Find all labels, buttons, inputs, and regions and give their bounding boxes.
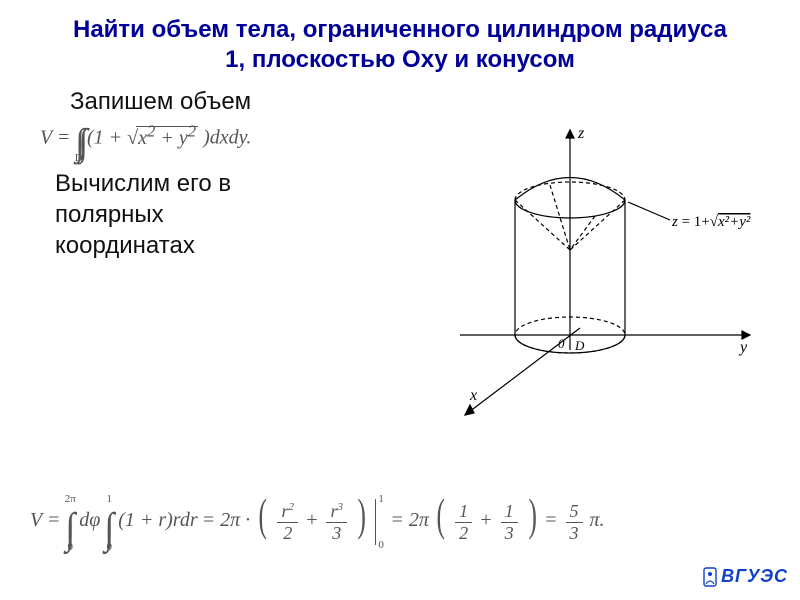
surface-label: z = 1+√x²+y²: [671, 214, 751, 230]
var-V: V: [30, 509, 42, 531]
lower: 0: [68, 541, 74, 553]
lower: 0: [107, 541, 113, 553]
pi: π.: [590, 509, 605, 531]
eval-bar-icon: 10: [375, 499, 376, 545]
frac-r2-2: r22: [277, 501, 298, 544]
frac-5-3: 53: [566, 501, 583, 544]
eq4: =: [544, 509, 563, 531]
logo-text: ВГУЭС: [721, 566, 788, 586]
eq: =: [52, 127, 76, 149]
integral-r-icon: 1∫0: [104, 501, 114, 543]
subtitle: Запишем объем: [0, 88, 800, 116]
region-D: D: [75, 152, 83, 164]
num: 1: [455, 501, 472, 523]
eq3: = 2π: [390, 509, 429, 531]
logo-icon: [701, 566, 719, 588]
origin-label: 0: [558, 336, 565, 351]
x-axis-label: x: [469, 387, 477, 404]
upper: 1: [378, 493, 384, 505]
y: y: [179, 127, 188, 149]
z-axis-label: z: [577, 125, 585, 142]
frac-1-3: 13: [501, 501, 518, 544]
lower: 0: [378, 539, 384, 551]
den: 3: [566, 523, 583, 544]
den: 3: [326, 523, 347, 544]
num: 1: [501, 501, 518, 523]
rparen2-icon: ): [528, 488, 536, 541]
region-label: D: [574, 338, 585, 353]
sq: 2: [188, 121, 196, 140]
cu: 3: [338, 501, 344, 513]
paren-open: (1 +: [87, 127, 127, 149]
x: x: [138, 127, 147, 149]
plus: +: [305, 509, 324, 531]
lparen-icon: (: [259, 488, 267, 541]
var-V: V: [40, 127, 52, 149]
diagram-3d: z y x 0 D z = 1+√x²+y²: [410, 120, 770, 425]
den: 2: [455, 523, 472, 544]
rparen-icon: ): [357, 488, 365, 541]
page-title: Найти объем тела, ограниченного цилиндро…: [0, 0, 800, 80]
eq2: = 2π ·: [202, 509, 256, 531]
paren-close: ): [198, 127, 210, 149]
integrand: (1 + r)rdr: [118, 509, 197, 531]
lparen2-icon: (: [436, 488, 444, 541]
integral-phi-icon: 2π∫0: [65, 501, 75, 543]
num: 5: [566, 501, 583, 523]
double-integral-icon: ∫∫ D: [75, 120, 82, 158]
plus: +: [155, 127, 179, 149]
den: 2: [277, 523, 298, 544]
y-axis-label: y: [738, 339, 748, 356]
dxdy: dxdy.: [210, 127, 252, 149]
sqrt-icon: x2 + y2: [127, 121, 198, 150]
plus: +: [479, 509, 498, 531]
frac-1-2: 12: [455, 501, 472, 544]
dphi: dφ: [79, 509, 100, 531]
eq: =: [42, 509, 66, 531]
den: 3: [501, 523, 518, 544]
sq: 2: [288, 501, 294, 513]
frac-r3-3: r3 3: [326, 501, 347, 544]
r: r: [330, 501, 337, 521]
formula-polar-computation: V = 2π∫0 dφ 1∫0 (1 + r)rdr = 2π · ( r22 …: [30, 484, 605, 545]
logo: ВГУЭС: [701, 566, 788, 588]
